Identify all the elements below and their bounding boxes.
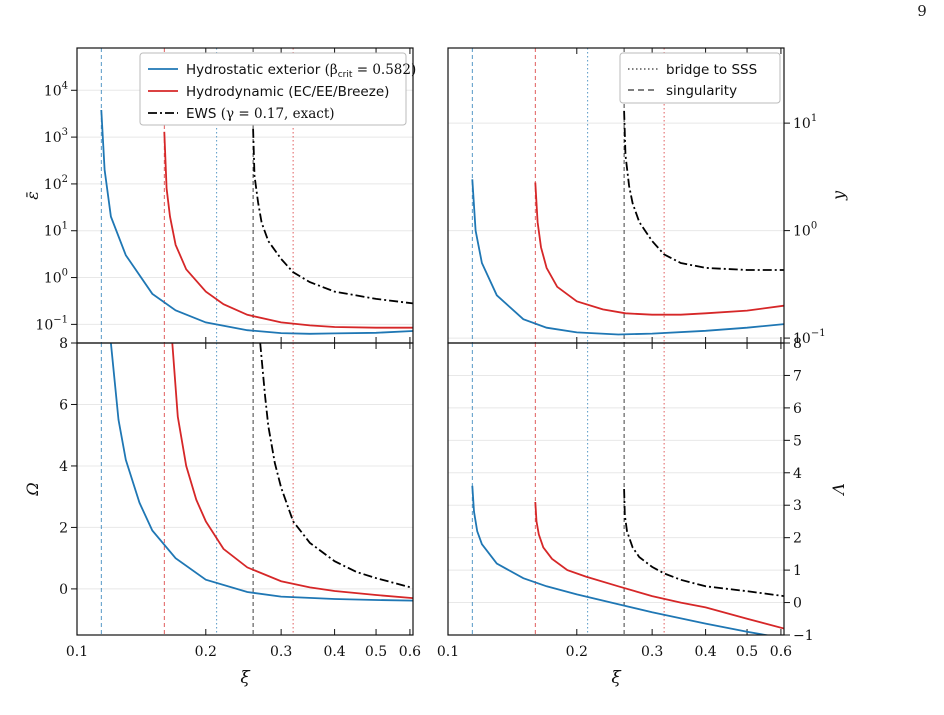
x-axis-label: ξ (611, 668, 622, 688)
legend-right: bridge to SSS singularity (619, 52, 781, 104)
y-tick-label: 5 (793, 433, 802, 449)
x-tick-label: 0.1 (66, 644, 88, 660)
legend-left: Hydrostatic exterior (βcrit = 0.582) Hydr… (139, 52, 416, 126)
y-tick-label: 4 (793, 466, 802, 482)
legend-entry: bridge to SSS (666, 62, 757, 78)
series-line-ews (623, 110, 784, 271)
legend-box (139, 52, 407, 126)
x-axis-label: ξ (240, 668, 251, 688)
x-tick-label: 0.3 (641, 644, 663, 660)
y-tick-label: 0 (59, 582, 68, 598)
series-line-hydrostatic-exterior (100, 109, 413, 335)
y-tick-label: 1 (793, 563, 802, 579)
y-tick-label: 0 (793, 596, 802, 612)
y-tick-label: 6 (59, 397, 68, 413)
y-axis-label: Ω (23, 482, 42, 496)
y-axis-label: ε̄ (23, 191, 42, 200)
y-tick-label: 100 (44, 268, 68, 287)
chart-panels: 10−1100101102103104ε̄10−1100101y024680.1… (23, 47, 848, 688)
y-tick-label: 103 (44, 127, 68, 146)
series-line-hydrodynamic-ec-ee-breeze (534, 501, 784, 630)
y-tick-label: 101 (793, 113, 817, 132)
y-tick-label: 4 (59, 459, 68, 475)
legend-entry: Hydrodynamic (EC/EE/Breeze) (186, 84, 389, 100)
y-tick-label: 10−1 (35, 314, 68, 333)
x-tick-label: 0.5 (736, 644, 758, 660)
panel-bottom-left: 0 2 4 6 8 0.1 0.2 0.3 0.4 0.5 0.6 ξ Ω (23, 336, 421, 688)
x-tick-label: 0.6 (770, 644, 792, 660)
series-line-ews (259, 343, 413, 589)
y-tick-label: 7 (793, 368, 802, 384)
series-line-hydrostatic-exterior (471, 485, 771, 635)
y-tick-label: 8 (59, 336, 68, 352)
panel-top-left: 10−1 100 101 102 103 104 ε̄ (23, 47, 414, 344)
axes-frame (76, 342, 414, 636)
x-tick-label: 0.2 (566, 644, 588, 660)
series-line-ews (623, 488, 784, 597)
y-tick-label: −1 (793, 628, 814, 644)
series-line-hydrodynamic-ec-ee-breeze (534, 182, 784, 316)
y-axis-label: Λ (829, 483, 848, 497)
y-tick-label: 6 (793, 401, 802, 417)
series-line-ews (252, 128, 413, 305)
x-tick-label: 0.4 (323, 644, 345, 660)
legend-box (619, 52, 781, 104)
series-line-hydrostatic-exterior (471, 179, 784, 336)
legends: Hydrostatic exterior (βcrit = 0.582) Hydr… (139, 52, 781, 126)
y-tick-label: 104 (44, 80, 68, 99)
y-tick-label: 3 (793, 498, 802, 514)
legend-entry: singularity (666, 83, 737, 99)
series-line-hydrodynamic-ec-ee-breeze (163, 131, 413, 329)
legend-entry: Hydrostatic exterior (βcrit = 0.582) (186, 62, 416, 80)
x-tick-label: 0.2 (195, 644, 217, 660)
panel-bottom-right: −1 0 1 2 3 4 5 6 7 8 0.1 0.2 0.3 0.4 0.5 0.6 ξ Λ (437, 336, 848, 688)
y-tick-label: 2 (59, 520, 68, 536)
series-line-hydrodynamic-ec-ee-breeze (171, 343, 413, 599)
x-tick-label: 0.4 (694, 644, 716, 660)
x-tick-label: 0.1 (437, 644, 459, 660)
y-tick-label: 101 (44, 221, 68, 240)
series-line-hydrostatic-exterior (110, 343, 413, 602)
x-tick-label: 0.6 (399, 644, 421, 660)
axes-frame (447, 342, 785, 636)
y-tick-label: 102 (44, 174, 68, 193)
y-axis-label: y (829, 190, 848, 201)
y-tick-label: 8 (793, 336, 802, 352)
y-tick-label: 100 (793, 221, 817, 240)
x-tick-label: 0.3 (270, 644, 292, 660)
legend-entry: EWS (γ = 0.17, exact) (186, 106, 335, 122)
y-tick-label: 2 (793, 531, 802, 547)
x-tick-label: 0.5 (365, 644, 387, 660)
page-number: 9 (917, 2, 927, 20)
